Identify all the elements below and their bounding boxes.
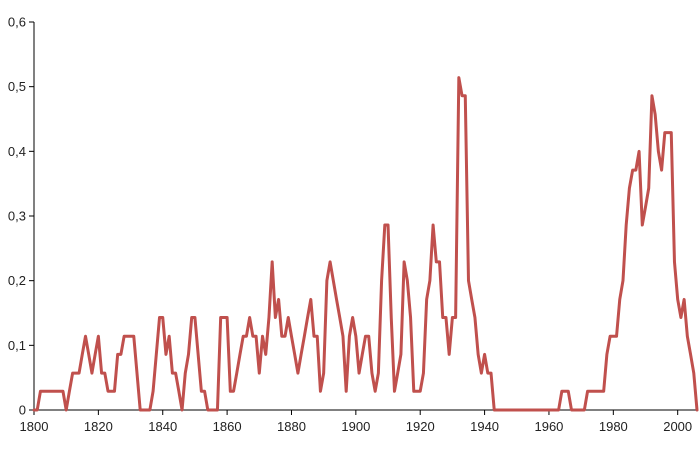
series-layer: [32, 76, 699, 412]
x-tick-label: 1940: [470, 419, 499, 434]
y-tick-label: 0,6: [8, 15, 26, 30]
y-tick-label: 0,1: [8, 338, 26, 353]
x-tick-label: 2000: [663, 419, 692, 434]
y-tick-label: 0,5: [8, 79, 26, 94]
x-axis-ticks: 1800 1820 1840 1860 1880 1900 1920 1940 1960 1980…: [20, 410, 692, 434]
x-tick-label: 1820: [84, 419, 113, 434]
x-tick-label: 1980: [599, 419, 628, 434]
x-tick-label: 1960: [534, 419, 563, 434]
x-tick-label: 1920: [406, 419, 435, 434]
y-tick-label: 0,4: [8, 144, 26, 159]
y-tick-label: 0,2: [8, 273, 26, 288]
x-tick-label: 1800: [20, 419, 49, 434]
y-tick-label: 0,3: [8, 209, 26, 224]
series-line: [32, 76, 699, 412]
x-tick-label: 1860: [213, 419, 242, 434]
x-tick-label: 1880: [277, 419, 306, 434]
x-tick-label: 1840: [148, 419, 177, 434]
y-tick-label: 0: [19, 403, 26, 418]
x-tick-label: 1900: [341, 419, 370, 434]
y-axis-ticks: 0 0,1 0,2 0,3 0,4 0,5 0,6: [8, 15, 34, 418]
